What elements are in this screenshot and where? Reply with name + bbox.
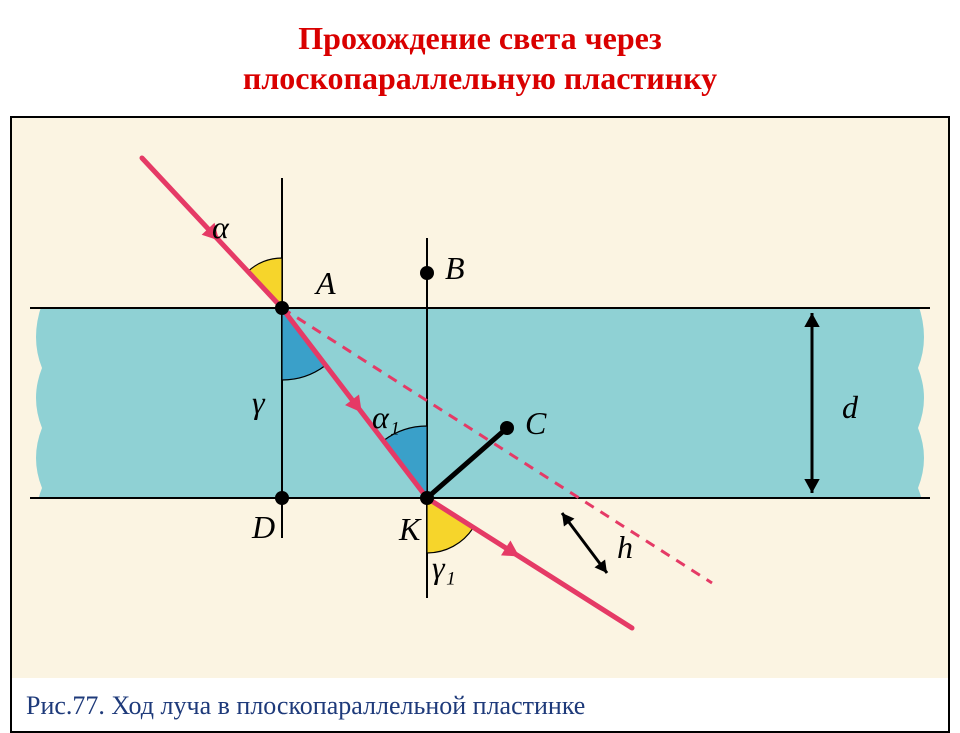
svg-text:B: B [445, 250, 465, 286]
svg-text:γ₁: γ₁ [432, 549, 456, 585]
page-title: Прохождение света через плоскопараллельн… [0, 0, 960, 98]
title-line1: Прохождение света через [0, 18, 960, 58]
title-line2: плоскопараллельную пластинку [0, 58, 960, 98]
svg-text:h: h [617, 529, 633, 565]
refraction-diagram: A B D K Cα γ α₁ γ₁ d h [12, 118, 948, 678]
figure-frame: A B D K Cα γ α₁ γ₁ d h Рис.77. Ход луча в плоскоп… [10, 116, 950, 733]
svg-text:α: α [212, 209, 230, 245]
svg-text:α₁: α₁ [372, 399, 400, 435]
svg-text:d: d [842, 389, 859, 425]
svg-text:C: C [525, 405, 547, 441]
svg-text:D: D [251, 509, 275, 545]
svg-text:A: A [314, 265, 336, 301]
svg-text:γ: γ [252, 384, 266, 420]
svg-text:K: K [398, 511, 422, 547]
figure-caption: Рис.77. Ход луча в плоскопараллельной пл… [12, 683, 948, 731]
